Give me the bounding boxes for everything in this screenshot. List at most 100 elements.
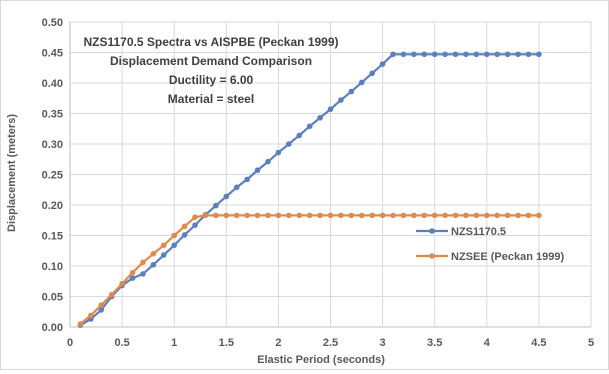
legend-label: NZS1170.5	[451, 226, 506, 238]
title-line: NZS1170.5 Spectra vs AISPBE (Peckan 1999…	[83, 35, 338, 49]
y-tick-label: 0.20	[42, 200, 63, 212]
x-tick-label: 2	[275, 337, 281, 349]
y-tick-label: 0.00	[42, 322, 63, 334]
data-point	[317, 212, 323, 219]
data-point	[119, 280, 125, 287]
data-point	[515, 51, 521, 58]
data-point	[348, 212, 355, 219]
data-point	[108, 291, 115, 298]
series-0	[77, 51, 542, 328]
data-point	[98, 307, 105, 313]
data-point	[494, 212, 501, 219]
x-tick-label: 4.5	[531, 337, 546, 349]
x-tick-label: 1	[171, 337, 177, 349]
title-line: Ductility = 6.00	[169, 73, 254, 87]
data-point	[140, 259, 146, 266]
data-point	[473, 51, 480, 58]
y-tick-label: 0.40	[42, 78, 63, 90]
data-point	[98, 302, 105, 308]
y-tick-label: 0.25	[42, 170, 63, 182]
data-point	[254, 212, 261, 219]
data-point	[411, 212, 417, 219]
data-point	[348, 88, 355, 95]
data-point	[400, 212, 407, 219]
x-tick-label: 0	[67, 337, 73, 349]
data-point	[390, 51, 396, 58]
legend-marker	[429, 228, 435, 234]
data-point	[213, 212, 219, 219]
data-point	[379, 61, 386, 67]
x-tick-label: 3.5	[427, 337, 442, 349]
y-tick-label: 0.15	[42, 231, 63, 243]
data-point	[254, 167, 261, 174]
data-point	[213, 202, 219, 209]
data-point	[129, 275, 136, 282]
data-point	[296, 132, 303, 139]
y-tick-label: 0.35	[42, 109, 63, 121]
series-layer	[77, 51, 542, 328]
data-point	[536, 51, 542, 58]
data-point	[202, 212, 209, 219]
data-point	[306, 123, 313, 130]
data-point	[504, 51, 511, 58]
y-tick-label: 0.45	[42, 48, 63, 60]
title-line: Displacement Demand Comparison	[110, 54, 312, 68]
data-point	[379, 212, 386, 219]
data-point	[181, 223, 188, 230]
data-point	[129, 269, 136, 276]
x-tick-label: 2.5	[323, 337, 338, 349]
data-point	[442, 51, 448, 58]
data-point	[515, 212, 521, 219]
y-tick-label: 0.50	[42, 17, 63, 29]
data-point	[431, 51, 438, 58]
data-point	[431, 212, 438, 219]
data-point	[233, 184, 240, 191]
data-point	[275, 149, 282, 156]
data-point	[150, 261, 157, 268]
legend-label: NZSEE (Peckan 1999)	[451, 251, 564, 263]
y-tick-label: 0.30	[42, 139, 63, 151]
data-point	[327, 212, 334, 219]
data-point	[306, 212, 313, 219]
data-point	[140, 271, 146, 277]
data-point	[484, 212, 490, 219]
y-tick-label: 0.05	[42, 292, 63, 304]
x-tick-label: 5	[588, 337, 594, 349]
data-point	[77, 321, 84, 327]
y-tick-label: 0.10	[42, 261, 63, 273]
data-point	[369, 212, 375, 219]
data-point	[473, 212, 480, 219]
data-point	[463, 51, 469, 58]
data-point	[452, 212, 459, 219]
data-point	[411, 51, 417, 58]
data-point	[88, 312, 94, 319]
grid	[69, 21, 592, 328]
data-point	[296, 212, 303, 219]
data-point	[327, 106, 334, 113]
data-point	[400, 51, 407, 58]
data-point	[484, 51, 490, 58]
data-point	[463, 212, 469, 219]
y-axis-title: Displacement (meters)	[6, 114, 18, 232]
data-point	[504, 212, 511, 219]
data-point	[275, 212, 282, 219]
data-point	[286, 212, 292, 219]
title-line: Material = steel	[168, 92, 254, 106]
data-point	[265, 212, 271, 219]
legend-item: NZS1170.5	[416, 226, 506, 238]
data-point	[525, 51, 532, 58]
data-point	[223, 212, 230, 219]
x-tick-label: 1.5	[219, 337, 234, 349]
data-point	[244, 212, 250, 219]
data-point	[171, 242, 177, 249]
data-point	[452, 51, 459, 58]
data-point	[265, 158, 271, 165]
x-tick-label: 3	[380, 337, 386, 349]
data-point	[160, 252, 167, 258]
data-point	[192, 222, 198, 228]
data-point	[171, 232, 177, 239]
y-tick-labels: 0.00 0.05 0.10 0.15 0.20 0.25 0.30 0.35 0.40 0.45…	[42, 17, 63, 334]
legend-marker	[429, 253, 435, 259]
